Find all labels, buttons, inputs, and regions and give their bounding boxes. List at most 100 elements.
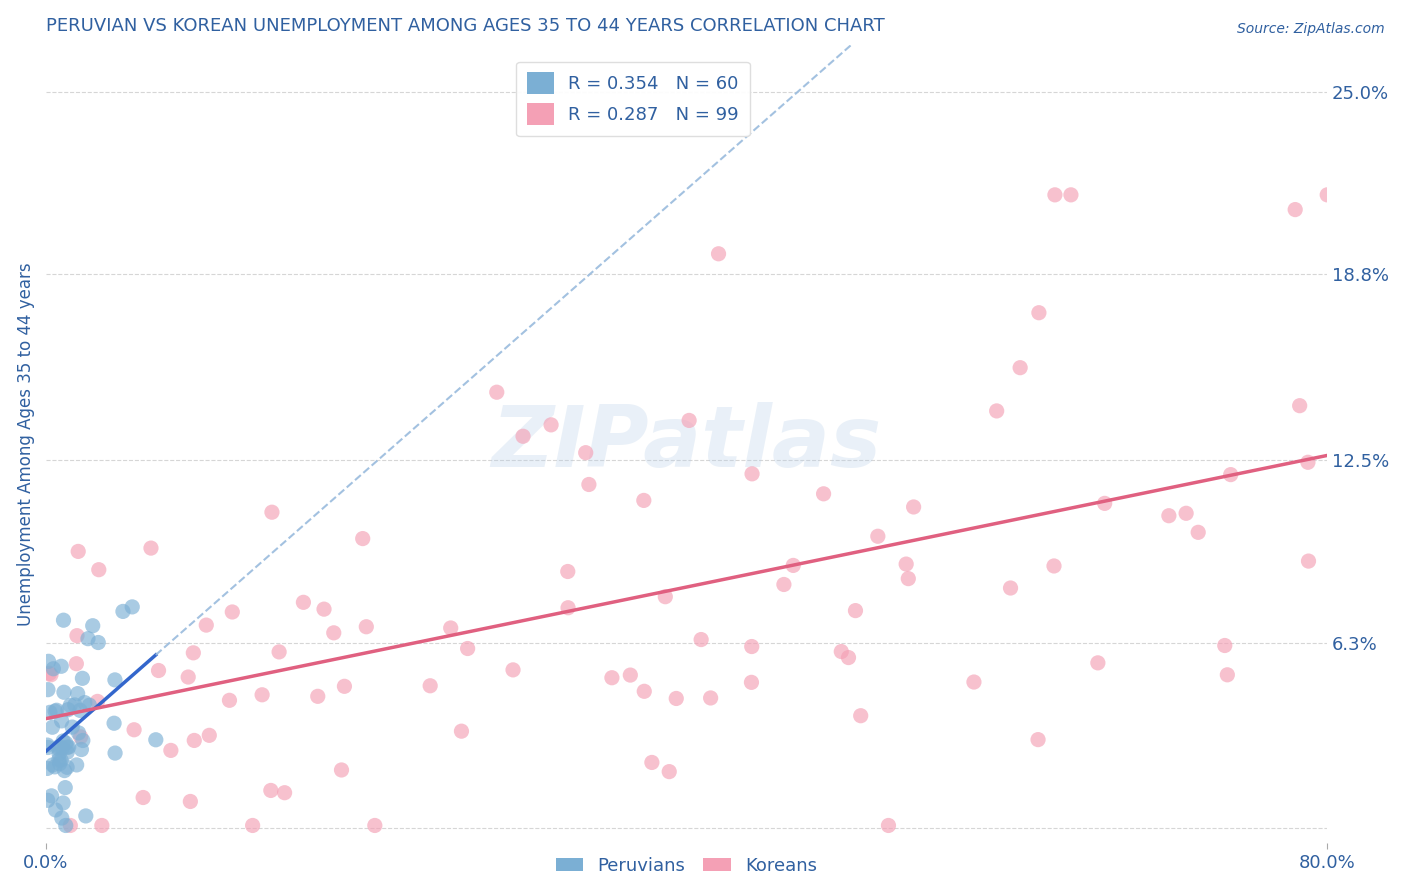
Point [1316, 187, 1339, 202]
Point [58, 739, 80, 754]
Point [707, 247, 730, 261]
Point [322, 625, 344, 640]
Point [292, 595, 315, 609]
Point [813, 487, 835, 501]
Point [48, 756, 70, 771]
Point [575, 445, 598, 459]
Point [1213, 639, 1236, 653]
Point [67, 726, 90, 740]
Point [986, 404, 1008, 418]
Point [56, 745, 79, 759]
Point [132, 790, 155, 805]
Point [56, 760, 79, 774]
Point [70, 742, 93, 756]
Point [782, 558, 804, 573]
Point [1175, 506, 1198, 520]
Point [73, 696, 96, 710]
Point [48, 753, 70, 767]
Text: ZIPatlas: ZIPatlas [491, 402, 882, 485]
Point [42, 662, 65, 676]
Text: Source: ZipAtlas.com: Source: ZipAtlas.com [1237, 22, 1385, 37]
Point [67, 544, 90, 558]
Point [75, 809, 97, 823]
Point [633, 684, 655, 698]
Point [844, 604, 866, 618]
Y-axis label: Unemployment Among Ages 35 to 44 years: Unemployment Among Ages 35 to 44 years [17, 262, 35, 625]
Point [540, 417, 562, 432]
Point [307, 690, 329, 704]
Point [633, 493, 655, 508]
Point [963, 675, 986, 690]
Point [53, 764, 76, 778]
Point [333, 679, 356, 693]
Point [260, 505, 283, 519]
Point [502, 663, 524, 677]
Point [56, 740, 79, 755]
Point [121, 599, 143, 614]
Point [77, 632, 100, 646]
Point [87, 635, 110, 649]
Point [45, 703, 67, 717]
Point [678, 413, 700, 427]
Point [49, 753, 72, 767]
Point [60, 720, 83, 734]
Point [866, 529, 889, 543]
Point [177, 670, 200, 684]
Point [44, 760, 66, 774]
Point [160, 743, 183, 757]
Point [641, 756, 664, 770]
Point [1284, 202, 1306, 217]
Point [79, 698, 101, 713]
Point [122, 723, 145, 737]
Point [877, 818, 900, 832]
Point [55, 818, 77, 832]
Point [837, 650, 859, 665]
Point [419, 679, 441, 693]
Point [665, 691, 688, 706]
Point [41, 789, 63, 803]
Point [740, 675, 762, 690]
Point [1157, 508, 1180, 523]
Point [830, 644, 852, 658]
Point [600, 671, 623, 685]
Point [512, 429, 534, 443]
Point [356, 620, 378, 634]
Point [1288, 399, 1310, 413]
Point [90, 818, 112, 832]
Point [59, 818, 82, 832]
Point [773, 577, 796, 591]
Point [1298, 554, 1320, 568]
Point [330, 763, 353, 777]
Point [69, 703, 91, 717]
Point [741, 640, 763, 654]
Point [1010, 360, 1032, 375]
Point [1216, 668, 1239, 682]
Point [66, 758, 89, 772]
Point [139, 541, 162, 555]
Point [52, 796, 75, 810]
Point [37, 738, 59, 752]
Point [273, 786, 295, 800]
Point [179, 794, 201, 808]
Point [450, 724, 472, 739]
Point [41, 758, 63, 772]
Point [53, 780, 76, 795]
Point [364, 818, 387, 832]
Point [66, 629, 89, 643]
Point [1000, 581, 1022, 595]
Point [312, 602, 335, 616]
Point [260, 783, 283, 797]
Point [1219, 467, 1241, 482]
Point [1026, 732, 1049, 747]
Point [39, 667, 62, 681]
Point [654, 590, 676, 604]
Point [145, 732, 167, 747]
Point [51, 811, 73, 825]
Point [44, 704, 66, 718]
Point [48, 747, 70, 761]
Point [52, 613, 75, 627]
Point [72, 733, 94, 747]
Point [485, 385, 508, 400]
Point [56, 703, 79, 717]
Point [51, 714, 73, 728]
